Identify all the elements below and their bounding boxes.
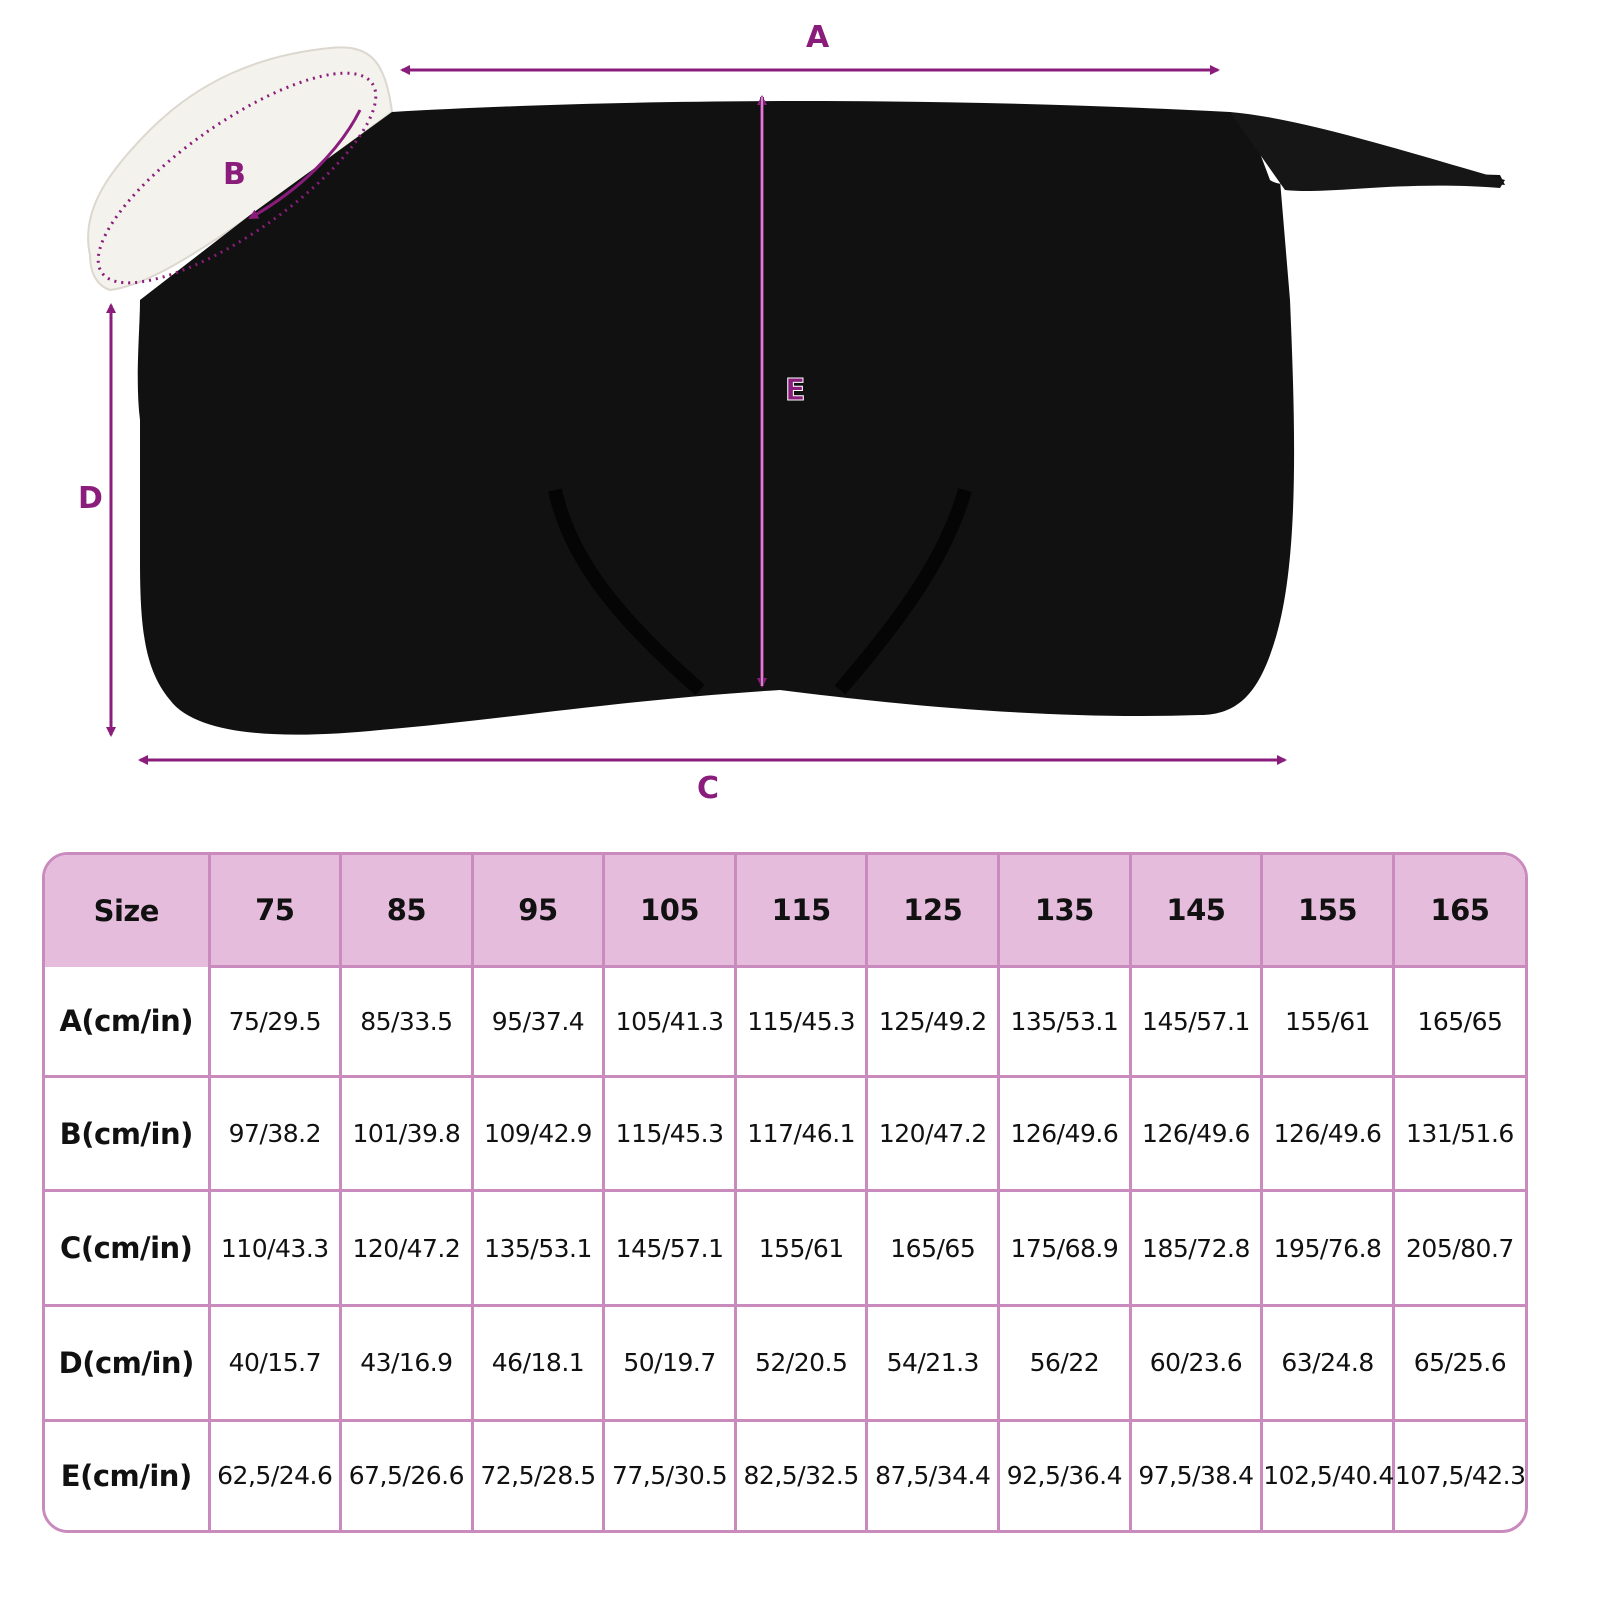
table-cell: 52/20.5: [733, 1304, 869, 1422]
table-cell: 185/72.8: [1128, 1189, 1264, 1307]
column-header-size-75: 75: [207, 855, 343, 967]
dimension-label-e: E: [785, 373, 806, 409]
table-cell: 165/65: [865, 1189, 1001, 1307]
dimension-b-ellipse: [96, 71, 378, 285]
table-cell: 54/21.3: [865, 1304, 1001, 1422]
table-cell: 110/43.3: [207, 1189, 343, 1307]
column-header-size-145: 145: [1128, 855, 1264, 967]
table-cell: 126/49.6: [1260, 1074, 1395, 1193]
table-cell: 50/19.7: [602, 1304, 737, 1422]
table-cell: 92,5/36.4: [997, 1418, 1132, 1530]
table-cell: 102,5/40.4: [1260, 1418, 1395, 1530]
table-cell: 40/15.7: [207, 1304, 343, 1422]
dimension-label-a: A: [806, 20, 830, 55]
table-cell: 120/47.2: [339, 1189, 474, 1307]
column-header-size-105: 105: [602, 855, 737, 967]
table-cell: 101/39.8: [339, 1074, 474, 1193]
table-cell: 97/38.2: [207, 1074, 343, 1193]
table-cell: 77,5/30.5: [602, 1418, 737, 1530]
table-cell: 105/41.3: [602, 965, 737, 1078]
table-cell: 87,5/34.4: [865, 1418, 1001, 1530]
table-cell: 120/47.2: [865, 1074, 1001, 1193]
horse-rug-illustration: [87, 46, 1505, 765]
table-row: D(cm/in) 40/15.7 43/16.9 46/18.1 50/19.7 52/2…: [45, 1304, 1525, 1422]
row-label: C(cm/in): [45, 1189, 211, 1307]
table-cell: 155/61: [733, 1189, 869, 1307]
table-cell: 62,5/24.6: [207, 1418, 343, 1530]
table-cell: 60/23.6: [1128, 1304, 1264, 1422]
size-table: Size 75 85 95 105 115 125 135 145 155 165 A(cm/in)…: [42, 852, 1528, 1533]
dimension-b-arrow: [248, 109, 362, 220]
table-cell: 63/24.8: [1260, 1304, 1395, 1422]
column-header-size-85: 85: [339, 855, 474, 967]
table-cell: 115/45.3: [733, 965, 869, 1078]
dimension-label-b: B: [223, 157, 246, 192]
column-header-size-125: 125: [865, 855, 1001, 967]
table-cell: 75/29.5: [207, 965, 343, 1078]
table-cell: 155/61: [1260, 965, 1395, 1078]
table-cell: 165/65: [1391, 965, 1525, 1078]
row-label: A(cm/in): [45, 966, 211, 1078]
table-cell: 107,5/42.3: [1391, 1418, 1525, 1530]
belly-strap-left: [548, 488, 705, 696]
table-cell: 145/57.1: [602, 1189, 737, 1307]
table-cell: 43/16.9: [339, 1304, 474, 1422]
horse-rug-diagram: A B C D E: [78, 20, 1505, 806]
table-row: E(cm/in) 62,5/24.6 67,5/26.6 72,5/28.5 77,5/…: [45, 1418, 1525, 1530]
table-cell: 175/68.9: [997, 1189, 1132, 1307]
table-cell: 85/33.5: [339, 965, 474, 1078]
table-cell: 46/18.1: [470, 1304, 606, 1422]
row-label: B(cm/in): [45, 1074, 211, 1193]
column-header-size-95: 95: [470, 855, 606, 967]
table-cell: 115/45.3: [602, 1074, 737, 1193]
table-cell: 82,5/32.5: [733, 1418, 869, 1530]
table-cell: 125/49.2: [865, 965, 1001, 1078]
table-cell: 97,5/38.4: [1128, 1418, 1264, 1530]
row-label: D(cm/in): [45, 1304, 211, 1422]
tail-flap: [1230, 112, 1505, 192]
column-header-size: Size: [45, 855, 211, 967]
table-cell: 135/53.1: [997, 965, 1132, 1078]
fleece-collar: [87, 46, 394, 292]
dimension-label-c: C: [697, 771, 720, 806]
column-header-size-135: 135: [997, 855, 1132, 967]
rug-body: [137, 101, 1505, 735]
table-cell: 145/57.1: [1128, 965, 1264, 1078]
table-cell: 109/42.9: [470, 1074, 606, 1193]
table-cell: 95/37.4: [470, 965, 606, 1078]
table-cell: 126/49.6: [1128, 1074, 1264, 1193]
table-row: C(cm/in) 110/43.3 120/47.2 135/53.1 145/57.1…: [45, 1189, 1525, 1307]
column-header-size-155: 155: [1260, 855, 1395, 967]
table-cell: 205/80.7: [1391, 1189, 1525, 1307]
table-cell: 126/49.6: [997, 1074, 1132, 1193]
table-cell: 195/76.8: [1260, 1189, 1395, 1307]
table-cell: 135/53.1: [470, 1189, 606, 1307]
table-cell: 72,5/28.5: [470, 1418, 606, 1530]
table-cell: 117/46.1: [733, 1074, 869, 1193]
table-row: B(cm/in) 97/38.2 101/39.8 109/42.9 115/45.3 1…: [45, 1074, 1525, 1193]
dimension-label-d: D: [78, 481, 103, 516]
table-cell: 67,5/26.6: [339, 1418, 474, 1530]
table-cell: 131/51.6: [1391, 1074, 1525, 1193]
table-cell: 56/22: [997, 1304, 1132, 1422]
table-cell: 65/25.6: [1391, 1304, 1525, 1422]
row-label: E(cm/in): [45, 1418, 211, 1530]
column-header-size-165: 165: [1391, 855, 1525, 967]
table-row: A(cm/in) 75/29.5 85/33.5 95/37.4 105/41.3 115…: [45, 965, 1525, 1078]
table-header-row: Size 75 85 95 105 115 125 135 145 155 165: [45, 855, 1525, 967]
column-header-size-115: 115: [733, 855, 869, 967]
belly-strap-right: [834, 488, 972, 695]
